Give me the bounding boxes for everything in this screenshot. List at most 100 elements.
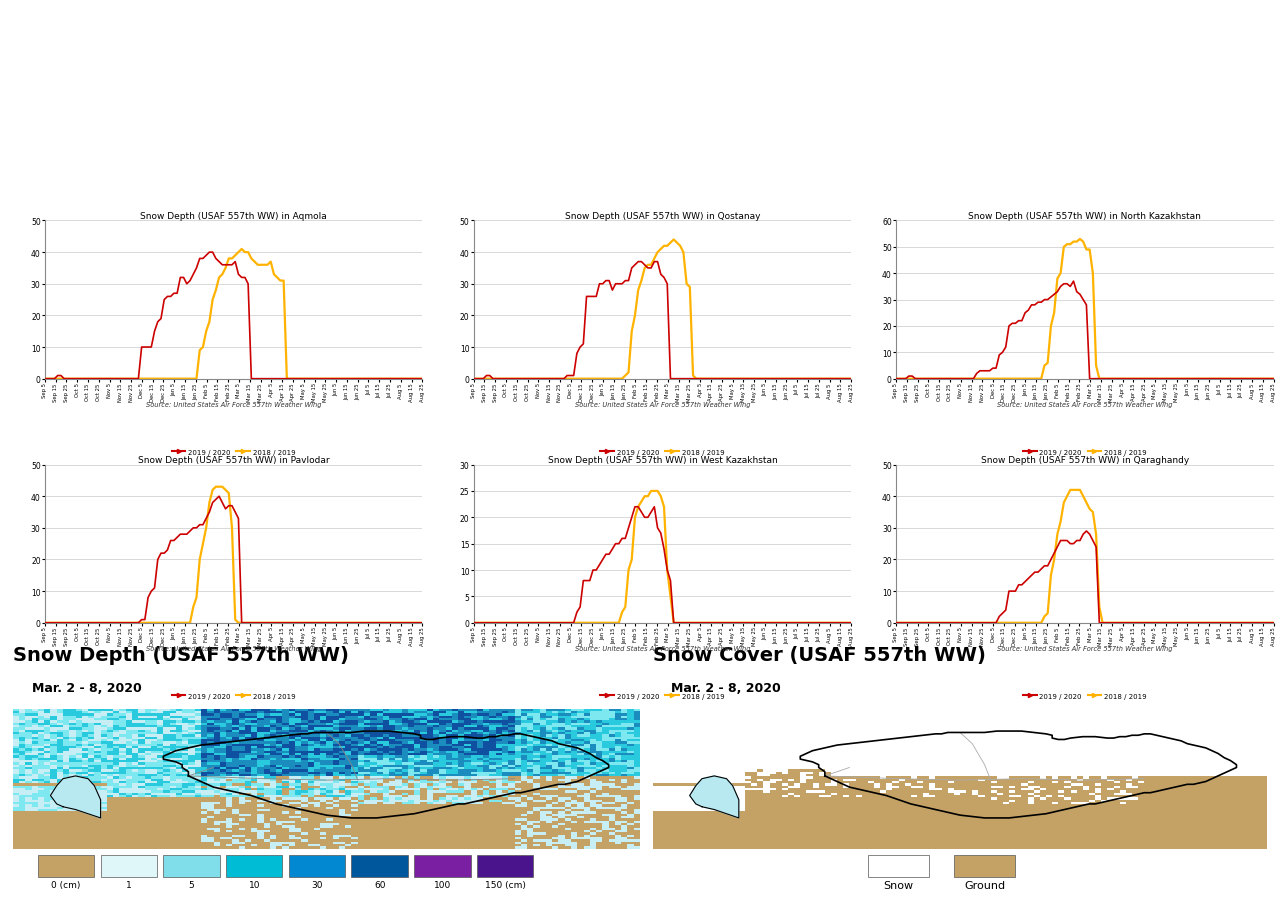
Bar bbox=[905, 768, 911, 769]
Bar bbox=[119, 796, 125, 797]
Bar bbox=[1089, 844, 1096, 846]
Bar bbox=[653, 816, 659, 818]
Bar bbox=[26, 756, 32, 758]
Bar bbox=[396, 777, 402, 778]
Bar bbox=[445, 760, 452, 762]
Bar bbox=[326, 821, 333, 824]
Bar bbox=[942, 746, 947, 749]
Bar bbox=[138, 734, 145, 737]
Bar bbox=[1175, 712, 1181, 713]
Bar bbox=[564, 825, 571, 828]
Text: 60: 60 bbox=[374, 880, 385, 889]
Bar bbox=[95, 786, 101, 788]
Bar bbox=[1015, 842, 1021, 844]
Bar bbox=[1169, 725, 1175, 728]
Bar bbox=[868, 718, 874, 721]
Bar bbox=[515, 769, 521, 772]
Bar bbox=[1052, 762, 1059, 765]
Bar bbox=[113, 746, 119, 749]
Bar bbox=[831, 812, 837, 814]
Bar bbox=[892, 753, 899, 756]
Bar bbox=[584, 809, 590, 812]
Bar bbox=[1157, 830, 1162, 833]
Bar bbox=[1206, 802, 1212, 805]
Bar bbox=[621, 796, 627, 797]
Bar bbox=[634, 846, 640, 849]
Bar bbox=[138, 818, 145, 821]
Bar bbox=[195, 846, 201, 849]
Bar bbox=[1089, 756, 1096, 758]
Bar bbox=[521, 749, 527, 751]
Bar bbox=[339, 718, 346, 721]
Bar bbox=[874, 844, 881, 846]
Bar bbox=[182, 824, 188, 825]
Bar bbox=[1224, 805, 1230, 807]
Bar bbox=[389, 784, 396, 786]
Bar bbox=[439, 816, 445, 818]
Bar bbox=[806, 753, 813, 756]
Bar bbox=[251, 805, 257, 807]
Bar bbox=[960, 769, 966, 772]
Bar bbox=[1144, 760, 1151, 762]
Bar bbox=[56, 722, 63, 725]
Bar bbox=[415, 833, 420, 834]
Bar bbox=[819, 760, 824, 762]
Bar bbox=[364, 840, 370, 842]
Bar bbox=[714, 768, 721, 769]
Bar bbox=[758, 756, 763, 758]
Bar bbox=[855, 805, 861, 807]
Bar bbox=[621, 778, 627, 781]
Bar bbox=[289, 802, 296, 805]
Bar bbox=[108, 728, 113, 730]
Bar bbox=[132, 768, 138, 769]
Bar bbox=[138, 772, 145, 774]
Bar bbox=[339, 814, 346, 816]
Bar bbox=[270, 756, 276, 758]
Bar bbox=[182, 809, 188, 812]
Bar bbox=[627, 840, 634, 842]
Bar bbox=[452, 833, 458, 834]
Bar bbox=[751, 769, 758, 772]
Bar bbox=[714, 825, 721, 828]
Bar bbox=[214, 824, 220, 825]
Bar bbox=[1199, 844, 1206, 846]
Bar bbox=[408, 774, 415, 777]
Bar bbox=[1206, 796, 1212, 797]
Bar bbox=[1188, 734, 1193, 737]
Bar bbox=[376, 709, 383, 712]
Bar bbox=[671, 778, 677, 781]
Bar bbox=[571, 716, 577, 718]
Bar bbox=[534, 837, 540, 840]
Bar bbox=[1175, 825, 1181, 828]
Bar bbox=[831, 825, 837, 828]
Bar bbox=[370, 828, 376, 830]
Bar bbox=[233, 734, 238, 737]
Bar bbox=[534, 825, 540, 828]
Bar bbox=[182, 814, 188, 816]
Bar bbox=[690, 721, 696, 722]
Bar bbox=[358, 793, 364, 796]
Bar bbox=[296, 772, 301, 774]
Bar bbox=[824, 816, 831, 818]
Bar bbox=[108, 734, 113, 737]
Bar bbox=[788, 833, 794, 834]
Bar bbox=[1193, 740, 1199, 741]
Bar bbox=[677, 730, 684, 732]
Bar bbox=[227, 809, 233, 812]
Bar bbox=[1021, 788, 1028, 790]
Bar bbox=[214, 741, 220, 744]
Bar bbox=[671, 774, 677, 777]
Bar bbox=[1230, 784, 1236, 786]
Bar bbox=[119, 744, 125, 746]
Bar bbox=[960, 725, 966, 728]
Bar bbox=[465, 725, 471, 728]
Bar bbox=[1224, 768, 1230, 769]
Bar bbox=[515, 793, 521, 796]
Bar bbox=[289, 846, 296, 849]
Bar bbox=[301, 793, 307, 796]
Text: 150 (cm): 150 (cm) bbox=[485, 880, 526, 889]
Bar bbox=[1107, 722, 1114, 725]
Bar bbox=[477, 778, 484, 781]
Bar bbox=[157, 834, 164, 837]
Bar bbox=[465, 756, 471, 758]
